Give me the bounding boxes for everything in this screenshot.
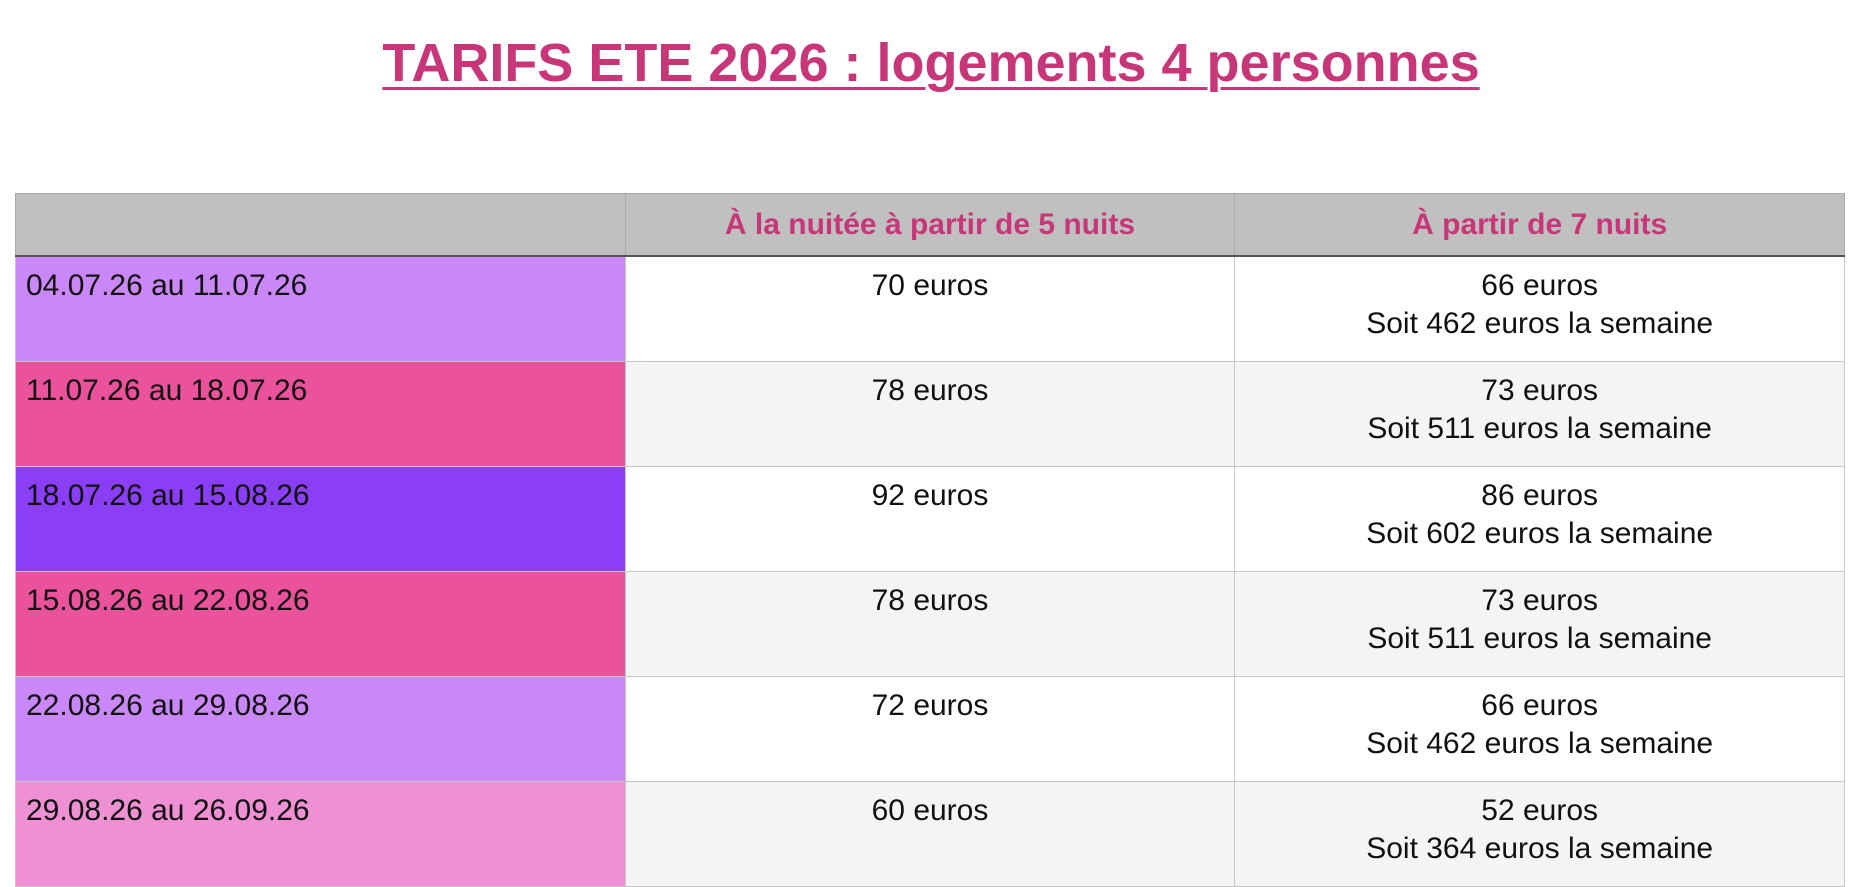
table-row: 18.07.26 au 15.08.26 92 euros 86 euros Soit… <box>15 466 1845 572</box>
table-row: 11.07.26 au 18.07.26 78 euros 73 euros Soit… <box>15 361 1845 467</box>
nightly-cell: 60 euros <box>624 781 1236 887</box>
weekly-cell: 86 euros Soit 602 euros la semaine <box>1234 466 1845 572</box>
table-row: 15.08.26 au 22.08.26 78 euros 73 euros Soit… <box>15 571 1845 677</box>
price-table: À la nuitée à partir de 5 nuits À partir … <box>15 193 1845 887</box>
weekly-total-price: Soit 364 euros la semaine <box>1366 832 1714 865</box>
page-title: TARIFS ETE 2026 : logements 4 personnes <box>382 33 1480 93</box>
table-row: 22.08.26 au 29.08.26 72 euros 66 euros Soit… <box>15 676 1845 782</box>
date-cell: 11.07.26 au 18.07.26 <box>15 361 626 467</box>
date-cell: 15.08.26 au 22.08.26 <box>15 571 626 677</box>
weekly-total-price: Soit 511 euros la semaine <box>1367 412 1712 445</box>
date-cell: 29.08.26 au 26.09.26 <box>15 781 626 887</box>
weekly-total-price: Soit 462 euros la semaine <box>1366 727 1714 760</box>
weekly-cell: 52 euros Soit 364 euros la semaine <box>1234 781 1845 887</box>
weekly-night-price: 52 euros <box>1481 794 1599 827</box>
date-cell: 18.07.26 au 15.08.26 <box>15 466 626 572</box>
nightly-cell: 72 euros <box>624 676 1236 782</box>
weekly-night-price: 73 euros <box>1481 584 1599 617</box>
weekly-cell: 66 euros Soit 462 euros la semaine <box>1234 255 1845 362</box>
weekly-cell: 66 euros Soit 462 euros la semaine <box>1234 676 1845 782</box>
page: TARIFS ETE 2026 : logements 4 personnes … <box>15 33 1845 887</box>
nightly-cell: 78 euros <box>624 361 1236 467</box>
date-cell: 22.08.26 au 29.08.26 <box>15 676 626 782</box>
nightly-cell: 70 euros <box>624 255 1236 362</box>
weekly-night-price: 73 euros <box>1481 374 1599 407</box>
weekly-total-price: Soit 511 euros la semaine <box>1367 622 1712 655</box>
header-cell <box>15 193 626 257</box>
weekly-total-price: Soit 462 euros la semaine <box>1366 307 1714 340</box>
nightly-cell: 78 euros <box>624 571 1236 677</box>
table-body: 04.07.26 au 11.07.26 70 euros 66 euros Soit… <box>15 255 1845 887</box>
header-cell: À partir de 7 nuits <box>1234 193 1845 257</box>
weekly-night-price: 66 euros <box>1481 269 1599 302</box>
header-row: À la nuitée à partir de 5 nuits À partir … <box>15 193 1845 257</box>
weekly-night-price: 86 euros <box>1481 479 1599 512</box>
weekly-night-price: 66 euros <box>1481 689 1599 722</box>
date-cell: 04.07.26 au 11.07.26 <box>15 255 626 362</box>
table-row: 04.07.26 au 11.07.26 70 euros 66 euros Soit… <box>15 255 1845 362</box>
table-row: 29.08.26 au 26.09.26 60 euros 52 euros Soit… <box>15 781 1845 887</box>
weekly-total-price: Soit 602 euros la semaine <box>1366 517 1714 550</box>
weekly-cell: 73 euros Soit 511 euros la semaine <box>1234 361 1845 467</box>
header-cell: À la nuitée à partir de 5 nuits <box>624 193 1236 257</box>
weekly-cell: 73 euros Soit 511 euros la semaine <box>1234 571 1845 677</box>
nightly-cell: 92 euros <box>624 466 1236 572</box>
